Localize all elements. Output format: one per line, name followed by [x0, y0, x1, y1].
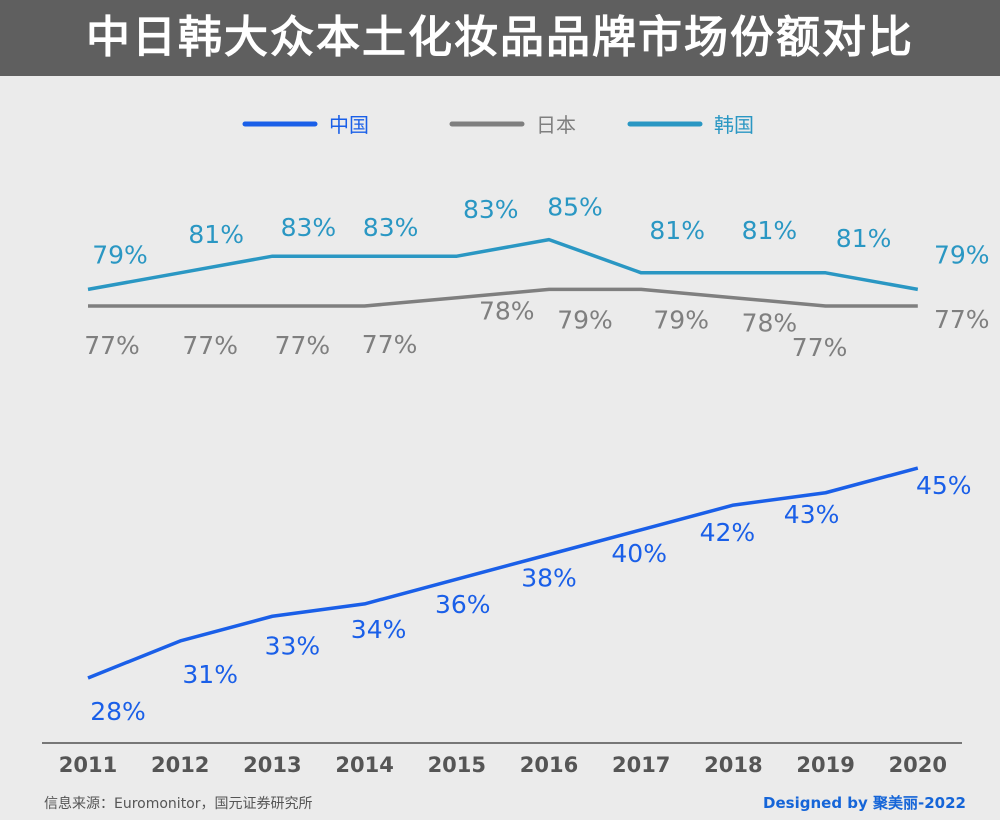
data-label-2-6: 81%: [649, 216, 705, 245]
data-label-2-1: 81%: [188, 220, 244, 249]
series-line-2: [87, 237, 919, 292]
series-line-1: [88, 287, 918, 308]
designer-credit: Designed by 聚美丽-2022: [763, 794, 966, 812]
chart-title: 中日韩大众本土化妆品品牌市场份额对比: [0, 0, 1000, 76]
line-chart: 中国 日本 韩国 28% 31% 33% 34% 36% 38% 40% 42% 43% 45% 77%…: [42, 113, 990, 777]
x-tick-2013: 2013: [243, 753, 301, 777]
series-lines: [87, 237, 919, 680]
data-label-1-7: 78%: [742, 309, 798, 338]
data-label-0-8: 43%: [784, 500, 840, 529]
data-label-0-0: 28%: [90, 697, 146, 726]
data-label-1-8: 77%: [792, 333, 848, 362]
series-line-0: [87, 466, 919, 680]
legend-label-2: 韩国: [714, 113, 754, 137]
x-tick-2011: 2011: [59, 753, 117, 777]
x-tick-2016: 2016: [520, 753, 578, 777]
data-label-2-8: 81%: [836, 224, 892, 253]
data-label-2-5: 85%: [547, 193, 603, 222]
data-label-2-9: 79%: [934, 240, 990, 269]
x-tick-2020: 2020: [889, 753, 947, 777]
x-tick-2015: 2015: [428, 753, 486, 777]
data-label-0-4: 36%: [435, 590, 491, 619]
data-label-2-2: 83%: [281, 213, 337, 242]
x-tick-2012: 2012: [151, 753, 209, 777]
x-tick-2018: 2018: [704, 753, 762, 777]
legend: 中国 日本 韩国: [242, 113, 754, 137]
data-label-0-5: 38%: [521, 564, 577, 593]
data-label-0-3: 34%: [351, 615, 407, 644]
data-label-1-0: 77%: [84, 331, 140, 360]
data-label-1-5: 79%: [557, 305, 613, 334]
data-label-1-2: 77%: [275, 331, 331, 360]
x-tick-2017: 2017: [612, 753, 670, 777]
data-label-0-7: 42%: [700, 518, 756, 547]
data-label-1-6: 79%: [653, 305, 709, 334]
data-label-2-7: 81%: [742, 216, 798, 245]
data-label-1-1: 77%: [182, 331, 238, 360]
data-label-1-4: 78%: [479, 297, 535, 326]
legend-label-1: 日本: [536, 113, 576, 137]
data-label-0-1: 31%: [182, 660, 238, 689]
legend-label-0: 中国: [329, 113, 369, 137]
x-tick-2014: 2014: [335, 753, 393, 777]
data-label-0-2: 33%: [265, 631, 321, 660]
data-label-1-3: 77%: [362, 330, 418, 359]
data-label-2-0: 79%: [92, 240, 148, 269]
data-labels: 28%31%33%34%36%38%40%42%43%45%77% 77% 77% 7…: [84, 193, 989, 726]
data-label-0-9: 45%: [916, 471, 972, 500]
data-label-1-9: 77%: [934, 305, 990, 334]
data-label-2-4: 83%: [463, 195, 519, 224]
x-axis-ticks: 2011 2012 2013 2014 2015 2016 2017 2018 2019 2020: [59, 753, 947, 777]
data-label-2-3: 83%: [363, 213, 419, 242]
data-label-0-6: 40%: [611, 539, 667, 568]
x-tick-2019: 2019: [796, 753, 854, 777]
source-note: 信息来源：Euromonitor，国元证券研究所: [44, 796, 313, 812]
